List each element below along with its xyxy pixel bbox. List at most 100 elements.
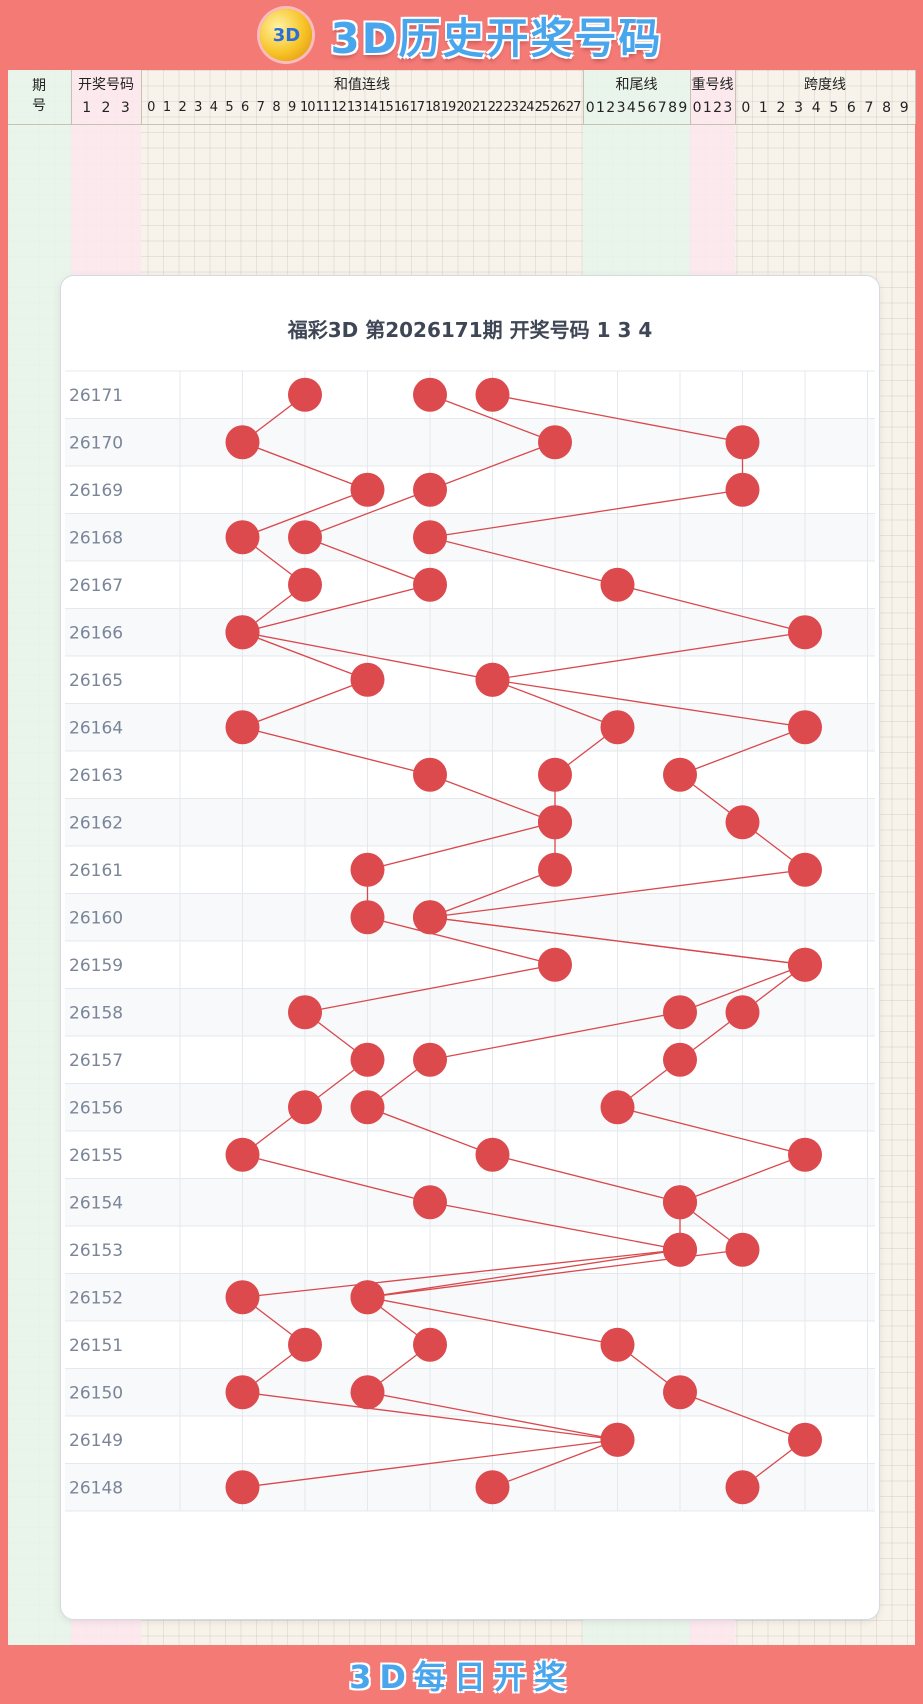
header-digit: 22 xyxy=(487,100,504,115)
header-col-group xyxy=(141,70,584,124)
header-col-group xyxy=(735,70,916,124)
header-digit: 1 xyxy=(758,100,768,116)
number-ball xyxy=(663,1042,697,1077)
header-digit: 23 xyxy=(503,100,519,115)
header-digit: 4 xyxy=(626,100,636,116)
period-label: 26164 xyxy=(69,718,123,738)
number-ball xyxy=(600,1090,635,1125)
period-label: 26155 xyxy=(69,1146,123,1166)
header-digit: 0 xyxy=(147,100,155,115)
number-ball xyxy=(413,520,447,555)
period-label: 26166 xyxy=(69,623,123,643)
trend-line xyxy=(492,679,806,728)
header-digit: 2 xyxy=(606,100,616,116)
number-ball xyxy=(725,425,760,460)
number-ball xyxy=(538,757,572,792)
app-header: 3D 3D历史开奖号码 xyxy=(0,0,923,70)
header-digit: 21 xyxy=(472,100,488,115)
period-label: 26154 xyxy=(69,1193,123,1213)
footer-banner: 3D每日开奖 xyxy=(0,1645,923,1704)
trend-line xyxy=(367,1391,618,1441)
number-ball xyxy=(788,1137,822,1172)
header-digit: 8 xyxy=(882,100,892,116)
header-digit: 2 xyxy=(101,100,111,116)
period-label: 26157 xyxy=(69,1051,123,1071)
period-label: 26162 xyxy=(69,813,123,833)
trend-line xyxy=(242,441,368,491)
trend-line xyxy=(304,964,556,1013)
header-col-period xyxy=(8,70,72,124)
number-ball xyxy=(663,1232,697,1267)
header-digit: 27 xyxy=(565,100,582,115)
header-group-label: 和尾线 xyxy=(615,77,658,93)
header-digit: 11 xyxy=(315,100,332,115)
trend-line xyxy=(242,1439,618,1488)
number-ball xyxy=(225,615,260,650)
header-digit: 4 xyxy=(209,100,218,115)
period-label: 26150 xyxy=(69,1383,123,1403)
header-digit: 3 xyxy=(194,100,202,115)
number-ball xyxy=(600,1327,635,1362)
number-ball xyxy=(350,472,385,507)
number-ball xyxy=(225,1375,260,1410)
row-stripe xyxy=(65,1273,875,1321)
period-label: 26153 xyxy=(69,1241,123,1261)
header-digit: 6 xyxy=(846,100,856,116)
header-digit: 4 xyxy=(811,100,821,116)
header-digit: 19 xyxy=(440,100,457,115)
header-digit: 5 xyxy=(225,100,233,115)
period-label: 26161 xyxy=(69,861,123,881)
header-digit: 3 xyxy=(616,100,626,116)
number-ball xyxy=(413,1327,447,1362)
period-label: 26170 xyxy=(69,433,123,453)
number-ball xyxy=(663,995,697,1030)
trend-line xyxy=(679,726,806,776)
header-group-label: 跨度线 xyxy=(804,77,846,93)
period-label: 26152 xyxy=(69,1288,123,1308)
header-digit: 2 xyxy=(776,100,786,116)
header-digit: 1 xyxy=(702,100,712,116)
trend-line xyxy=(429,869,556,918)
number-ball xyxy=(350,1375,385,1410)
number-ball xyxy=(225,1470,260,1505)
trend-line xyxy=(429,536,618,586)
trend-line xyxy=(679,1154,806,1203)
header-digit: 3 xyxy=(723,100,733,116)
period-label: 26171 xyxy=(69,386,123,406)
trend-line xyxy=(242,489,368,538)
period-label: 26167 xyxy=(69,576,123,596)
header-digit: 3 xyxy=(794,100,804,116)
header-digit: 0 xyxy=(692,100,702,116)
header-digit: 8 xyxy=(272,100,280,115)
header-digit: 1 xyxy=(162,100,171,115)
number-ball xyxy=(288,1090,322,1125)
number-ball xyxy=(288,567,322,602)
number-ball xyxy=(600,567,635,602)
table-header: 期号 开奖号码 1 2 3 和值连线 0 1 2 3 4 5 6 7 8 9 10 11 12 13 14 15 16 17… xyxy=(8,70,916,125)
header-digit: 12 xyxy=(331,100,347,115)
trend-line xyxy=(242,726,431,776)
trend-line xyxy=(429,774,556,823)
number-ball xyxy=(413,472,447,507)
header-digit: 25 xyxy=(534,100,551,115)
number-ball xyxy=(225,1280,260,1315)
header-digit: 16 xyxy=(393,100,410,115)
trend-line xyxy=(242,1154,431,1203)
number-ball xyxy=(475,1470,510,1505)
trend-line xyxy=(429,1201,681,1251)
trend-line xyxy=(367,916,556,966)
period-label: 26148 xyxy=(69,1478,123,1498)
trend-line xyxy=(429,916,806,966)
period-header: 期号 xyxy=(32,78,46,114)
number-ball xyxy=(350,1280,385,1315)
trend-line xyxy=(367,1249,681,1298)
header-digit: 15 xyxy=(378,100,394,115)
trend-line xyxy=(242,1391,618,1441)
header-digit: 14 xyxy=(362,100,379,115)
number-ball xyxy=(413,1185,447,1220)
header-digit: 9 xyxy=(899,100,909,116)
header-digit: 18 xyxy=(425,100,441,115)
header-col-group xyxy=(583,70,691,124)
footer-text: 3D每日开奖 xyxy=(349,1657,574,1696)
header-digit: 7 xyxy=(657,100,667,116)
